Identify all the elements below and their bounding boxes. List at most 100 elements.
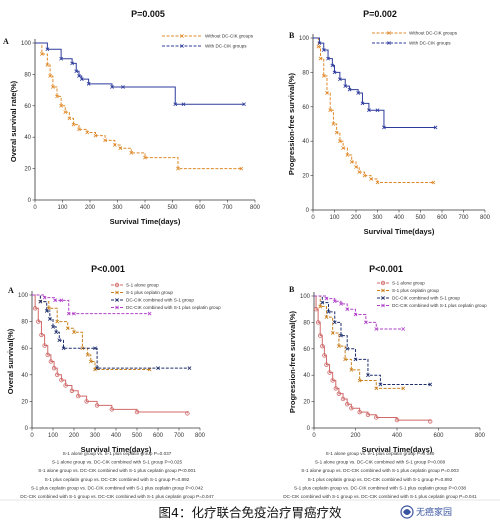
data-point — [357, 409, 362, 415]
x-tick-label: 600 — [437, 215, 448, 221]
series-1 — [32, 294, 190, 416]
y-tick-label: 0 — [307, 426, 311, 432]
data-point — [75, 393, 81, 399]
data-point — [47, 317, 52, 321]
data-point — [74, 69, 79, 74]
y-tick-label: 60 — [21, 346, 28, 352]
data-point — [94, 403, 100, 408]
x-tick-label: 800 — [475, 433, 486, 439]
legend-label: S-1 plus ceplatin group — [126, 290, 173, 295]
y-tick-label: 60 — [302, 105, 309, 111]
legend-marker — [381, 303, 385, 308]
data-point — [369, 177, 373, 181]
stat-line: S-1 plus ceplatin group vs. DC-CIK combi… — [294, 485, 466, 490]
stats-right: S-1 alone group vs. S-1 plus ceplatin gr… — [283, 451, 477, 499]
data-point — [366, 373, 370, 378]
stat-line: S-1 alone group vs. DC-CIK combined with… — [315, 460, 446, 465]
data-point — [185, 411, 190, 416]
x-tick-label: 800 — [480, 215, 491, 221]
data-point — [45, 352, 50, 358]
data-point — [357, 378, 362, 383]
legend-marker — [115, 298, 119, 302]
y-tick-label: 40 — [21, 373, 28, 379]
data-point — [48, 359, 54, 364]
data-point — [55, 372, 60, 377]
data-point — [55, 319, 60, 324]
data-point — [320, 343, 325, 349]
legend-marker — [381, 288, 385, 293]
legend-label: Without DC-CIK groups — [409, 31, 458, 36]
legend-marker — [387, 31, 391, 35]
data-point — [48, 74, 53, 78]
stat-line: DC-CIK combined with S-1 group vs. DC-CI… — [20, 494, 214, 499]
series-line — [32, 294, 150, 370]
x-tick-label: 200 — [85, 205, 96, 211]
data-point — [367, 108, 371, 113]
series-1 — [313, 37, 436, 185]
data-point — [337, 344, 341, 349]
data-point — [356, 91, 361, 95]
data-point — [103, 138, 108, 143]
legend-label: DC-CIK combined with S-1 plus ceplatin g… — [126, 305, 221, 310]
data-point — [181, 102, 186, 107]
data-point — [349, 368, 354, 372]
data-point — [156, 366, 160, 371]
data-point — [401, 386, 406, 391]
x-tick-label: 300 — [112, 205, 123, 211]
data-point — [65, 326, 70, 331]
data-point — [320, 300, 325, 305]
data-point — [330, 378, 335, 383]
x-tick-label: 500 — [415, 215, 426, 221]
data-point — [69, 388, 75, 393]
data-point — [55, 94, 59, 99]
data-point — [61, 346, 66, 351]
data-point — [357, 170, 362, 175]
legend: S-1 alone group S-1 plus ceplatin group DC… — [111, 282, 221, 310]
data-point — [95, 366, 99, 371]
data-point — [70, 61, 75, 66]
data-point — [318, 56, 323, 61]
data-point — [51, 365, 57, 371]
panel-letter: B — [289, 285, 295, 294]
series-2 — [313, 37, 438, 130]
series-line — [32, 294, 150, 315]
data-point — [327, 370, 332, 375]
x-tick-label: 100 — [48, 433, 59, 439]
data-point — [433, 125, 438, 130]
data-point — [59, 298, 64, 303]
legend-label: DC-CIK combined with S-1 plus ceplatin g… — [392, 303, 487, 308]
series-line — [314, 295, 431, 422]
x-tick-label: 200 — [351, 215, 362, 221]
data-point — [401, 327, 406, 331]
y-tick-label: 40 — [24, 135, 31, 141]
legend-marker — [114, 282, 120, 288]
data-point — [93, 367, 97, 372]
data-point — [341, 146, 345, 150]
data-point — [109, 407, 114, 412]
data-point — [428, 382, 433, 387]
data-point — [147, 311, 152, 316]
x-tick-label: 600 — [195, 205, 206, 211]
x-tick-label: 600 — [153, 433, 164, 439]
data-point — [339, 333, 343, 338]
y-tick-label: 0 — [306, 208, 310, 214]
km-panel-1: P=0.005 A Survival Time(days) Overal surviv… — [3, 9, 261, 226]
data-point — [362, 173, 367, 178]
x-tick-label: 400 — [140, 205, 151, 211]
data-point — [143, 155, 147, 160]
y-axis-label: Overal survival(%) — [6, 328, 15, 394]
data-point — [45, 63, 50, 67]
data-point — [45, 47, 50, 52]
x-tick-label: 400 — [111, 433, 122, 439]
data-point — [59, 56, 64, 61]
data-point — [39, 332, 44, 338]
figure-caption: 图4：化疗联合免疫治疗胃癌疗效 — [159, 505, 342, 520]
data-point — [85, 130, 90, 135]
data-point — [63, 110, 68, 114]
panel-title: P<0.001 — [369, 264, 403, 274]
legend: Without DC-CIK groups With DC-CIK groups — [372, 31, 458, 46]
series-line — [313, 37, 436, 128]
stat-line: S-1 alone group vs. DC-CIK combined with… — [301, 468, 459, 473]
data-point — [72, 330, 76, 335]
data-point — [93, 346, 97, 351]
